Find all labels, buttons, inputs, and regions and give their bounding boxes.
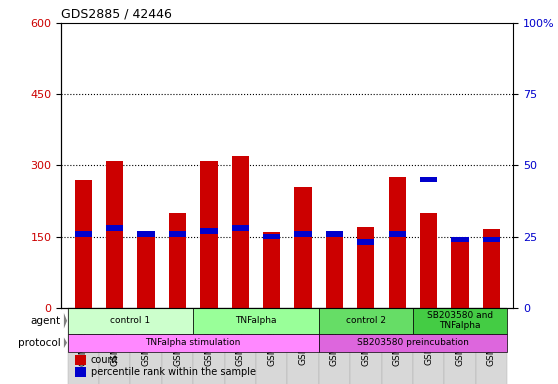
Bar xyxy=(451,237,469,308)
Text: TNFalpha stimulation: TNFalpha stimulation xyxy=(146,338,241,347)
Bar xyxy=(319,308,350,384)
Bar xyxy=(475,308,507,384)
Bar xyxy=(357,227,374,308)
Bar xyxy=(162,308,193,384)
Bar xyxy=(413,308,444,384)
Bar xyxy=(232,156,249,308)
Bar xyxy=(451,237,469,242)
Bar xyxy=(193,308,319,334)
Bar xyxy=(75,354,86,364)
Bar xyxy=(137,231,155,237)
Bar xyxy=(75,180,92,308)
Bar xyxy=(232,225,249,231)
Bar xyxy=(106,225,123,231)
Bar xyxy=(295,231,312,237)
Bar xyxy=(169,213,186,308)
Text: SB203580 preincubation: SB203580 preincubation xyxy=(357,338,469,347)
Bar xyxy=(263,234,280,240)
Bar xyxy=(295,187,312,308)
Bar xyxy=(68,308,193,334)
Polygon shape xyxy=(64,313,67,329)
Text: control 2: control 2 xyxy=(346,316,386,325)
Bar xyxy=(319,334,507,352)
Polygon shape xyxy=(64,338,67,348)
Bar xyxy=(200,228,218,234)
Bar xyxy=(357,240,374,245)
Bar xyxy=(388,231,406,237)
Bar xyxy=(388,177,406,308)
Bar xyxy=(287,308,319,384)
Bar xyxy=(263,232,280,308)
Bar xyxy=(420,177,437,182)
Text: control 1: control 1 xyxy=(110,316,151,325)
Bar xyxy=(444,308,475,384)
Text: GDS2885 / 42446: GDS2885 / 42446 xyxy=(61,7,172,20)
Bar xyxy=(413,308,507,334)
Bar xyxy=(224,308,256,384)
Text: protocol: protocol xyxy=(18,338,61,348)
Bar xyxy=(193,308,224,384)
Bar xyxy=(131,308,162,384)
Text: count: count xyxy=(91,355,118,365)
Bar xyxy=(99,308,131,384)
Bar xyxy=(420,213,437,308)
Bar xyxy=(106,161,123,308)
Bar xyxy=(256,308,287,384)
Bar xyxy=(200,161,218,308)
Bar xyxy=(319,308,413,334)
Bar xyxy=(326,231,343,237)
Bar xyxy=(382,308,413,384)
Bar xyxy=(350,308,382,384)
Bar xyxy=(326,234,343,308)
Text: agent: agent xyxy=(31,316,61,326)
Bar xyxy=(483,237,500,242)
Bar xyxy=(75,367,86,377)
Bar xyxy=(68,334,319,352)
Bar xyxy=(68,308,99,384)
Bar xyxy=(75,231,92,237)
Text: percentile rank within the sample: percentile rank within the sample xyxy=(91,367,256,377)
Bar xyxy=(137,232,155,308)
Bar xyxy=(483,230,500,308)
Text: SB203580 and
TNFalpha: SB203580 and TNFalpha xyxy=(427,311,493,331)
Bar xyxy=(169,231,186,237)
Text: TNFalpha: TNFalpha xyxy=(235,316,277,325)
